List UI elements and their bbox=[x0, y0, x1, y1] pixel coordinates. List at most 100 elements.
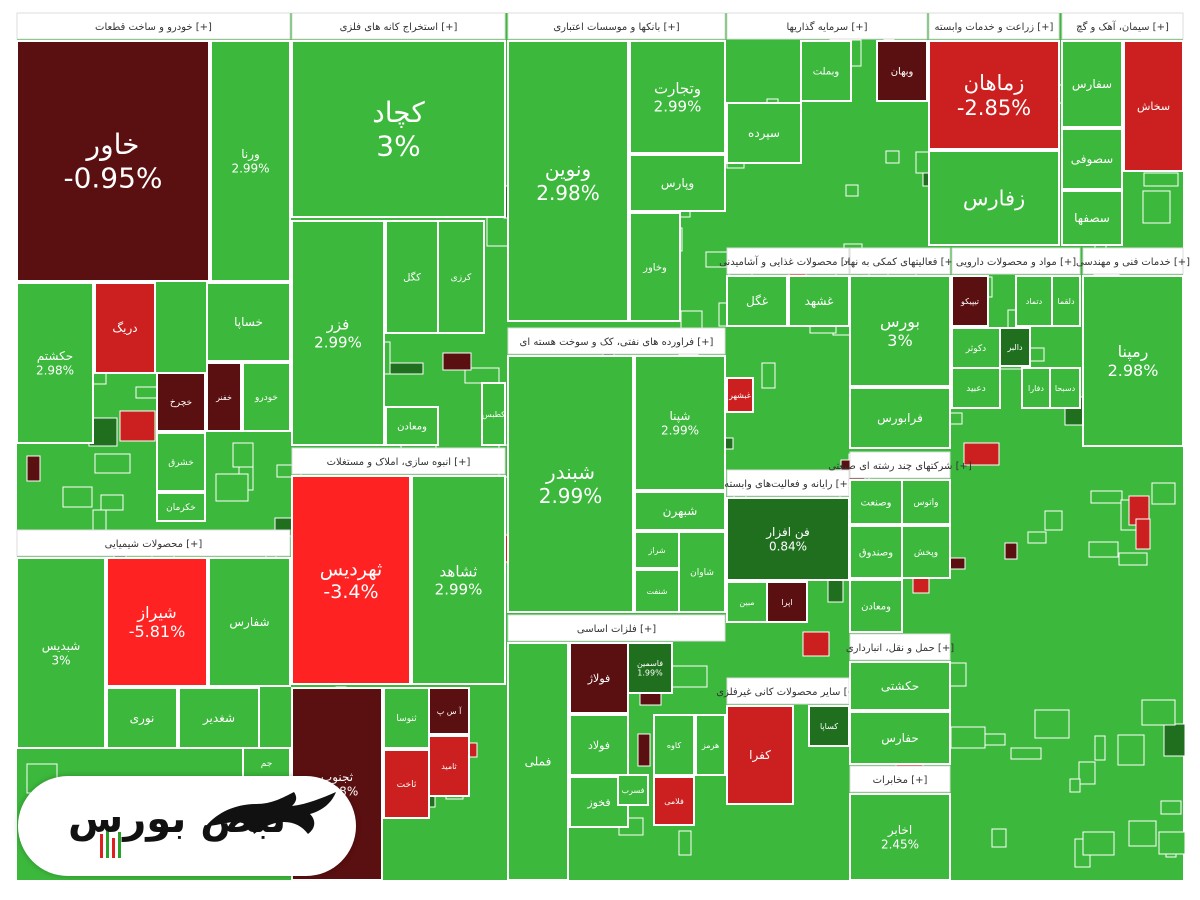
stock-tile[interactable] bbox=[385, 406, 439, 446]
stock-tile[interactable] bbox=[849, 525, 903, 579]
stock-tile[interactable] bbox=[627, 642, 673, 694]
stock-tile[interactable] bbox=[849, 661, 951, 711]
stock-tile[interactable] bbox=[507, 355, 634, 613]
stock-tile[interactable] bbox=[849, 793, 951, 881]
stock-tile[interactable] bbox=[1061, 128, 1123, 190]
stock-tile[interactable] bbox=[726, 705, 794, 805]
stock-tile[interactable] bbox=[507, 642, 569, 881]
stock-tile[interactable] bbox=[617, 774, 649, 806]
stock-tile[interactable] bbox=[849, 711, 951, 765]
stock-change: 1.99% bbox=[637, 669, 663, 678]
stock-tile[interactable] bbox=[291, 475, 411, 685]
stock-tile[interactable] bbox=[210, 40, 291, 282]
sector-header[interactable] bbox=[16, 12, 291, 40]
sector-header[interactable] bbox=[1061, 12, 1184, 40]
stock-tile[interactable] bbox=[383, 749, 430, 819]
sector-header[interactable] bbox=[1082, 247, 1184, 275]
stock-tile[interactable] bbox=[726, 497, 850, 581]
stock-tile[interactable] bbox=[1061, 190, 1123, 246]
stock-tile[interactable] bbox=[629, 40, 726, 154]
minor-cell bbox=[637, 733, 651, 767]
sector-header[interactable] bbox=[291, 447, 506, 475]
stock-tile[interactable] bbox=[156, 432, 206, 492]
stock-tile[interactable] bbox=[634, 491, 726, 531]
sector-header[interactable] bbox=[726, 677, 850, 705]
stock-tile[interactable] bbox=[411, 475, 506, 685]
stock-tile[interactable] bbox=[928, 150, 1060, 246]
stock-tile[interactable] bbox=[1082, 275, 1184, 447]
stock-tile[interactable] bbox=[1123, 40, 1184, 172]
stock-tile[interactable] bbox=[726, 275, 788, 327]
stock-tile[interactable] bbox=[106, 687, 178, 749]
sector-header[interactable] bbox=[726, 247, 850, 275]
stock-tile[interactable] bbox=[437, 220, 485, 334]
sector-header[interactable] bbox=[849, 247, 951, 275]
sector-group: فراورده های نفتی، کک و سوخت هسته ای [+] ش… bbox=[507, 327, 726, 613]
stock-tile[interactable] bbox=[242, 362, 291, 432]
stock-tile[interactable] bbox=[291, 40, 506, 218]
stock-tile[interactable] bbox=[876, 40, 928, 102]
stock-tile[interactable] bbox=[383, 687, 430, 749]
stock-tile[interactable] bbox=[428, 735, 470, 797]
stock-tile[interactable] bbox=[695, 714, 726, 776]
sector-header[interactable] bbox=[291, 12, 506, 40]
stock-tile[interactable] bbox=[726, 102, 802, 164]
sector-header[interactable] bbox=[849, 765, 951, 793]
stock-tile[interactable] bbox=[849, 579, 903, 633]
stock-tile[interactable] bbox=[849, 387, 951, 449]
sector-header[interactable] bbox=[726, 12, 928, 40]
stock-tile[interactable] bbox=[208, 557, 291, 687]
stock-tile[interactable] bbox=[569, 714, 629, 776]
stock-tile[interactable] bbox=[291, 220, 385, 446]
stock-tile[interactable] bbox=[951, 275, 989, 327]
stock-tile[interactable] bbox=[726, 377, 754, 413]
stock-tile[interactable] bbox=[951, 367, 1001, 409]
stock-tile[interactable] bbox=[206, 362, 242, 432]
stock-tile[interactable] bbox=[901, 525, 951, 579]
sector-header[interactable] bbox=[507, 327, 726, 355]
stock-tile[interactable] bbox=[928, 40, 1060, 150]
stock-tile[interactable] bbox=[178, 687, 260, 749]
stock-tile[interactable] bbox=[1015, 275, 1053, 327]
stock-tile[interactable] bbox=[629, 154, 726, 212]
sector-header[interactable] bbox=[849, 451, 951, 479]
stock-tile[interactable] bbox=[94, 282, 156, 374]
sector-header[interactable] bbox=[928, 12, 1060, 40]
stock-tile[interactable] bbox=[849, 275, 951, 387]
stock-tile[interactable] bbox=[156, 372, 206, 432]
stock-tile[interactable] bbox=[1061, 40, 1123, 128]
stock-tile[interactable] bbox=[206, 282, 291, 362]
stock-symbol: فاسمین bbox=[637, 659, 663, 668]
stock-tile[interactable] bbox=[507, 40, 629, 322]
stock-tile[interactable] bbox=[428, 687, 470, 735]
stock-tile[interactable] bbox=[156, 492, 206, 522]
stock-tile[interactable] bbox=[951, 327, 1001, 369]
stock-tile[interactable] bbox=[678, 531, 726, 613]
stock-tile[interactable] bbox=[788, 275, 850, 327]
sector-header[interactable] bbox=[16, 529, 291, 557]
sector-header[interactable] bbox=[849, 633, 951, 661]
stock-tile[interactable] bbox=[1021, 367, 1051, 409]
stock-tile[interactable] bbox=[653, 776, 695, 826]
stock-tile[interactable] bbox=[901, 479, 951, 525]
stock-tile[interactable] bbox=[385, 220, 439, 334]
stock-tile[interactable] bbox=[653, 714, 695, 776]
stock-tile[interactable] bbox=[634, 569, 680, 613]
stock-tile[interactable] bbox=[106, 557, 208, 687]
stock-tile[interactable] bbox=[16, 557, 106, 749]
stock-tile[interactable] bbox=[16, 40, 210, 282]
stock-tile[interactable] bbox=[800, 40, 852, 102]
sector-group: شرکتهای چند رشته ای صنعتی [+] وصنعت واتوس و… bbox=[828, 451, 972, 633]
sector-header[interactable] bbox=[507, 12, 726, 40]
stock-tile[interactable] bbox=[629, 212, 681, 322]
sector-header[interactable] bbox=[951, 247, 1081, 275]
stock-tile[interactable] bbox=[16, 282, 94, 444]
stock-tile[interactable] bbox=[766, 581, 808, 623]
stock-tile[interactable] bbox=[481, 382, 506, 446]
stock-tile[interactable] bbox=[1049, 367, 1081, 409]
sector-title: زراعت و خدمات وابسته [+] bbox=[935, 22, 1054, 33]
sector-header[interactable] bbox=[507, 614, 726, 642]
stock-tile[interactable] bbox=[999, 327, 1031, 367]
stock-tile[interactable] bbox=[634, 355, 726, 491]
